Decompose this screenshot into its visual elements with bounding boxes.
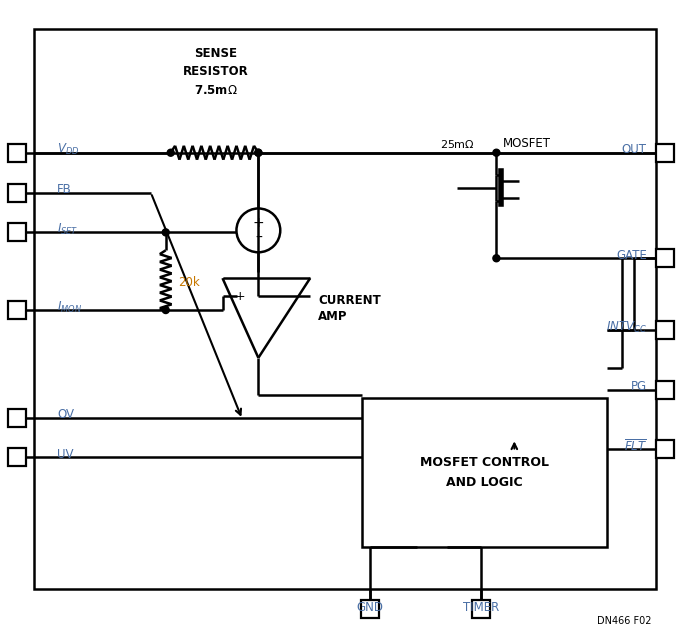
Text: +: + bbox=[235, 290, 246, 302]
Circle shape bbox=[493, 255, 500, 262]
Text: UV: UV bbox=[57, 448, 74, 461]
Text: 25m$\Omega$: 25m$\Omega$ bbox=[440, 138, 474, 150]
Text: SENSE: SENSE bbox=[194, 47, 237, 60]
Circle shape bbox=[255, 149, 262, 156]
Text: 20k: 20k bbox=[178, 276, 199, 288]
Text: $INTV_{CC}$: $INTV_{CC}$ bbox=[606, 320, 647, 335]
Bar bbox=[361, 600, 379, 618]
Bar bbox=[8, 301, 26, 319]
Circle shape bbox=[167, 149, 174, 156]
Bar bbox=[656, 321, 673, 339]
Bar bbox=[656, 381, 673, 399]
Text: +: + bbox=[252, 216, 264, 230]
Circle shape bbox=[255, 149, 262, 156]
Circle shape bbox=[493, 149, 500, 156]
Text: MOSFET CONTROL: MOSFET CONTROL bbox=[420, 456, 549, 469]
Bar bbox=[656, 249, 673, 267]
Text: FB: FB bbox=[57, 183, 72, 196]
Bar bbox=[8, 408, 26, 427]
Bar bbox=[8, 223, 26, 242]
Text: –: – bbox=[255, 231, 262, 245]
Bar bbox=[362, 398, 607, 547]
Text: RESISTOR: RESISTOR bbox=[183, 65, 248, 77]
Text: CURRENT: CURRENT bbox=[318, 294, 381, 307]
Text: 7.5m$\Omega$: 7.5m$\Omega$ bbox=[194, 84, 238, 98]
Text: AND LOGIC: AND LOGIC bbox=[446, 476, 523, 489]
Bar bbox=[34, 29, 656, 589]
Text: –: – bbox=[291, 290, 297, 302]
Text: $\overline{FLT}$: $\overline{FLT}$ bbox=[623, 439, 647, 454]
Bar bbox=[8, 144, 26, 162]
Bar bbox=[473, 600, 491, 618]
Text: MOSFET: MOSFET bbox=[502, 138, 550, 150]
Bar bbox=[8, 448, 26, 467]
Bar bbox=[656, 144, 673, 162]
Text: $I_{MON}$: $I_{MON}$ bbox=[57, 299, 82, 314]
Text: GATE: GATE bbox=[616, 249, 647, 262]
Text: PG: PG bbox=[630, 380, 647, 393]
Bar bbox=[8, 184, 26, 202]
Text: DN466 F02: DN466 F02 bbox=[597, 616, 652, 626]
Circle shape bbox=[162, 229, 169, 236]
Text: $I_{SET}$: $I_{SET}$ bbox=[57, 222, 79, 237]
Text: OV: OV bbox=[57, 408, 74, 421]
Bar bbox=[656, 441, 673, 458]
Text: AMP: AMP bbox=[318, 309, 348, 323]
Circle shape bbox=[162, 307, 169, 314]
Text: GND: GND bbox=[357, 601, 384, 614]
Text: $V_{DD}$: $V_{DD}$ bbox=[57, 142, 79, 157]
Text: OUT: OUT bbox=[622, 143, 647, 156]
Text: TIMER: TIMER bbox=[464, 601, 500, 614]
